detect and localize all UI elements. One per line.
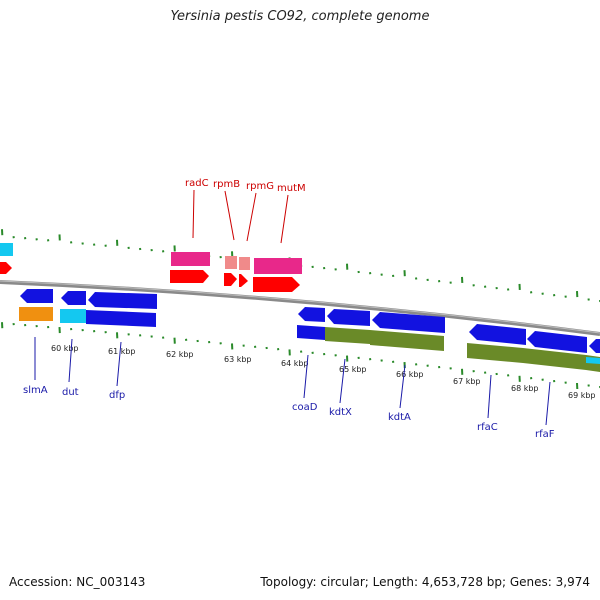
tick-label-67kbp: 67 kbp [453,377,481,386]
accession-text: Accession: NC_003143 [9,575,146,589]
gene-mutM-arrow [253,277,300,292]
gene-coaD-arrow [298,307,325,322]
leader-radC [192,189,195,239]
gene-label-dut: dut [62,387,79,398]
tick-label-63kbp: 63 kbp [224,355,252,364]
leader-mutM [280,194,289,244]
gene-right-edge-arrow [589,339,600,353]
leader-kdtX [339,358,346,404]
gene-slmA-arrow [20,289,53,303]
tick-label-69kbp: 69 kbp [568,391,596,400]
leader-rpmB [224,190,235,241]
gene-coaD-box [297,325,325,340]
gene-rfaC-arrow [469,324,526,345]
tick-label-62kbp: 62 kbp [166,350,194,359]
gene-rfaF-arrow [527,331,587,353]
map-title: Yersinia pestis CO92, complete genome [170,9,430,24]
gene-kdtX-arrow [327,309,370,326]
gene-mutM-box [254,258,302,274]
tick-label-66kbp: 66 kbp [396,370,424,379]
gene-label-mutM: mutM [277,183,306,194]
tick-label-64kbp: 64 kbp [281,359,309,368]
gene-label-rfaC: rfaC [477,422,498,433]
leader-kdtA [399,364,406,409]
gene-label-dfp: dfp [109,390,125,401]
gene-kdtA-arrow [372,312,445,333]
gene-label-kdtA: kdtA [388,412,411,423]
leader-rfaC [487,374,492,419]
gene-radC-box [171,252,210,266]
leader-rpmG [246,192,257,242]
gene-left-red-arrow [0,262,12,274]
lower-scale-line [1,322,600,390]
tick-label-60kbp: 60 kbp [51,344,79,353]
gene-dut-box [60,309,86,323]
gene-radC-arrow [170,270,209,283]
gene-right-edge-cyan [586,357,600,364]
tick-label-65kbp: 65 kbp [339,365,367,374]
gene-label-slmA: slmA [23,385,48,396]
leader-dfp [116,341,122,387]
gene-rpmB-arrow [224,273,237,286]
gene-slmA-box [19,307,53,321]
genome-backbone-highlight [0,280,600,334]
gene-label-coaD: coaD [292,402,318,413]
leader-dut [68,338,73,383]
gene-dut-arrow [61,291,86,305]
gene-rfaF-box [523,348,586,370]
gene-label-rfaF: rfaF [535,429,555,440]
leader-rfaF [545,381,551,426]
gene-rpmG-box [239,257,250,270]
gene-label-rpmB: rpmB [213,179,240,190]
topology-stats-text: Topology: circular; Length: 4,653,728 bp… [260,575,590,589]
gene-label-radC: radC [185,178,209,189]
gene-kdtX-box [325,327,370,344]
gene-left-cyan-top [0,243,13,256]
gene-rfaC-box [467,343,523,363]
genome-backbone [0,280,600,336]
gene-label-kdtX: kdtX [329,407,352,418]
tick-label-61kbp: 61 kbp [108,347,136,356]
gene-kdtA-box [370,330,444,351]
gene-label-rpmG: rpmG [246,181,274,192]
leader-coaD [303,354,309,399]
gene-rpmB-box [225,256,237,269]
gene-dfp-arrow [88,292,157,309]
tick-label-68kbp: 68 kbp [511,384,539,393]
gene-dfp-box [86,310,156,327]
gene-rpmG-arrow [239,274,248,287]
